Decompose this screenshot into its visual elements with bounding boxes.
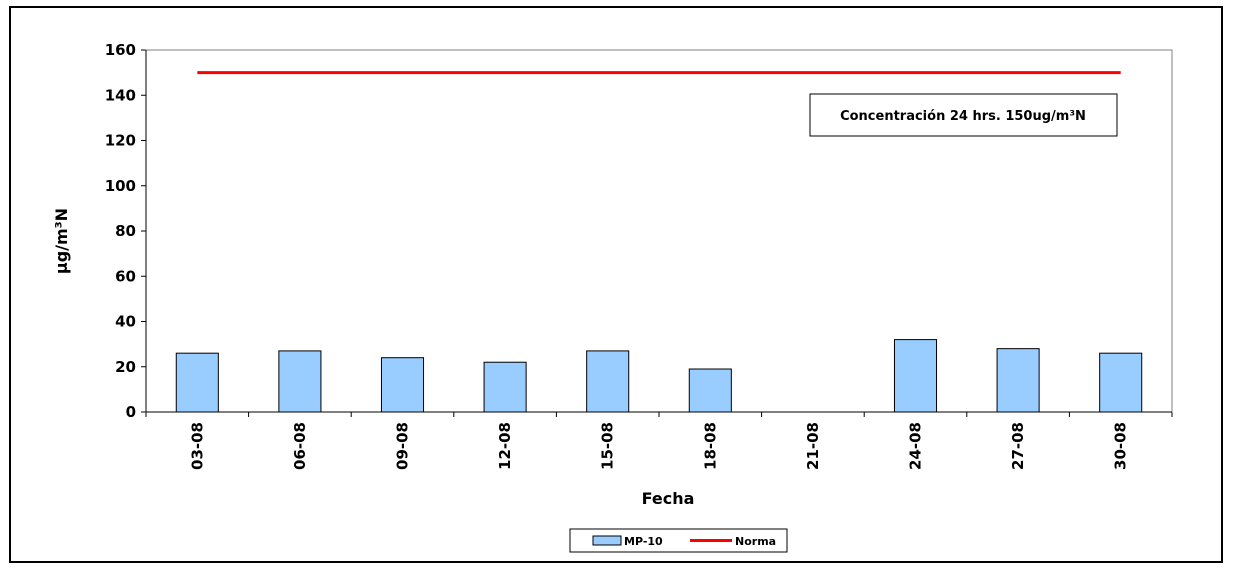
y-tick-label: 20 xyxy=(115,358,136,376)
bar-30-08 xyxy=(1099,352,1143,413)
x-tick-label: 21-08 xyxy=(804,422,822,470)
y-tick-label: 80 xyxy=(115,222,136,240)
bar-09-08 xyxy=(380,357,425,413)
y-axis-title: µg/m³N xyxy=(52,208,71,274)
x-tick-label: 18-08 xyxy=(701,422,719,470)
x-tick-label: 30-08 xyxy=(1112,422,1130,470)
legend-label-norma: Norma xyxy=(735,535,776,548)
x-axis-ticks: 03-08 06-08 09-08 12-08 15-08 18-08 21-08 24-08… xyxy=(145,412,1173,470)
legend: MP-10 Norma xyxy=(569,528,788,553)
bar-24-08 xyxy=(893,339,938,413)
x-tick-label: 03-08 xyxy=(188,422,206,470)
axes xyxy=(145,49,1173,413)
annotation-text: Concentración 24 hrs. 150ug/m³N xyxy=(840,109,1086,124)
x-tick-label: 27-08 xyxy=(1009,422,1027,470)
bar-12-08 xyxy=(483,361,527,413)
y-tick-label: 40 xyxy=(115,313,136,331)
x-tick-label: 09-08 xyxy=(394,422,412,470)
y-axis-ticks: 0 20 40 60 80 100 120 140 160 xyxy=(105,41,146,421)
y-tick-label: 100 xyxy=(105,177,136,195)
annotation-box: Concentración 24 hrs. 150ug/m³N xyxy=(809,93,1118,137)
y-tick-label: 0 xyxy=(126,403,136,421)
legend-swatch-mp10 xyxy=(592,535,622,546)
y-tick-label: 140 xyxy=(105,86,136,104)
y-tick-label: 160 xyxy=(105,41,136,59)
bar-18-08 xyxy=(688,368,732,413)
bar-15-08 xyxy=(586,350,630,413)
x-tick-label: 12-08 xyxy=(496,422,514,470)
x-tick-label: 06-08 xyxy=(291,422,309,470)
y-tick-label: 60 xyxy=(115,267,136,285)
legend-label-mp10: MP-10 xyxy=(624,535,663,548)
y-tick-label: 120 xyxy=(105,132,136,150)
x-tick-label: 24-08 xyxy=(907,422,925,470)
bar-03-08 xyxy=(175,352,219,413)
x-axis-title: Fecha xyxy=(642,489,695,508)
bars xyxy=(175,339,1143,413)
bar-06-08 xyxy=(278,350,322,413)
bar-27-08 xyxy=(996,348,1040,413)
x-tick-label: 15-08 xyxy=(599,422,617,470)
